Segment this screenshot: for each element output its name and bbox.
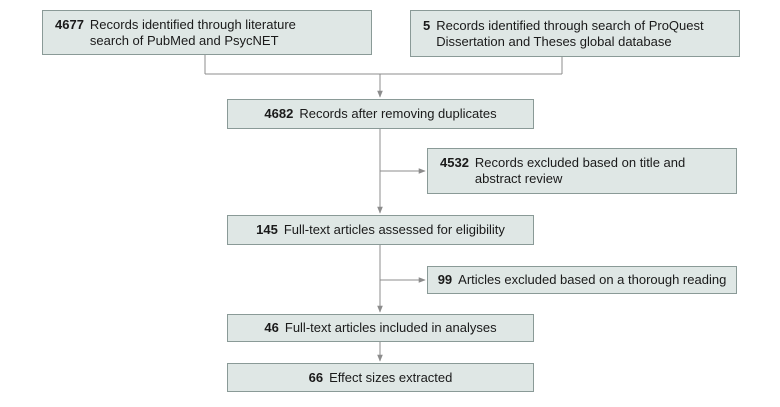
dedup-text: Records after removing duplicates [299,106,497,121]
fulltext-text: Full-text articles assessed for eligibil… [283,222,505,237]
box-proquest-search: 5 Records identified through search of P… [410,10,740,57]
proquest-count: 5 [423,17,431,33]
box-excluded-reading: 99 Articles excluded based on a thorough … [427,266,737,294]
box-fulltext-assessed: 145 Full-text articles assessed for eligi… [227,215,534,245]
excluded-reading-count: 99 [437,272,453,287]
box-literature-search: 4677 Records identified through literatu… [42,10,372,55]
excluded-title-text: Records excluded based on title and abstr… [474,155,686,186]
excluded-title-count: 4532 [440,155,469,170]
dedup-count: 4682 [264,106,294,121]
included-text: Full-text articles included in analyses [284,320,497,335]
box-included-analyses: 46 Full-text articles included in analyse… [227,314,534,342]
box-effect-sizes: 66 Effect sizes extracted [227,363,534,392]
effects-count: 66 [308,369,324,385]
included-count: 46 [264,320,279,335]
literature-text: Records identified through literature sea… [89,16,296,48]
box-after-duplicates: 4682 Records after removing duplicates [227,99,534,129]
box-excluded-title-abstract: 4532 Records excluded based on title and… [427,148,737,194]
fulltext-count: 145 [256,222,278,237]
literature-count: 4677 [55,16,84,32]
excluded-reading-text: Articles excluded based on a thorough re… [458,272,727,287]
effects-text: Effect sizes extracted [329,369,453,385]
proquest-text: Records identified through search of Pro… [436,17,704,49]
